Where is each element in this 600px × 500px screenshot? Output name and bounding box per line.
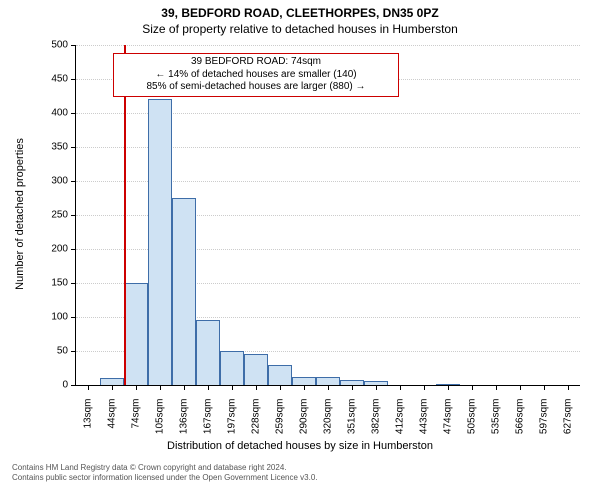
y-tick-label: 500 <box>38 40 68 51</box>
y-tick <box>71 249 76 250</box>
y-tick <box>71 79 76 80</box>
histogram-bar <box>268 365 292 385</box>
annotation-line: ← 14% of detached houses are smaller (14… <box>118 69 394 82</box>
y-tick-label: 0 <box>38 380 68 391</box>
footer-attribution: Contains HM Land Registry data © Crown c… <box>12 463 318 482</box>
y-tick <box>71 317 76 318</box>
histogram-bar <box>148 99 172 385</box>
y-tick <box>71 283 76 284</box>
y-tick-label: 250 <box>38 210 68 221</box>
histogram-bar <box>220 351 244 385</box>
y-tick-label: 200 <box>38 244 68 255</box>
x-tick <box>304 385 305 390</box>
x-tick <box>472 385 473 390</box>
x-tick <box>88 385 89 390</box>
y-tick-label: 350 <box>38 142 68 153</box>
x-tick <box>208 385 209 390</box>
x-tick <box>256 385 257 390</box>
x-tick <box>448 385 449 390</box>
x-tick <box>232 385 233 390</box>
histogram-bar <box>316 377 340 385</box>
x-axis-title: Distribution of detached houses by size … <box>0 440 600 452</box>
y-tick-label: 100 <box>38 312 68 323</box>
footer-line: Contains public sector information licen… <box>12 473 318 483</box>
x-tick <box>568 385 569 390</box>
y-axis-title: Number of detached properties <box>14 44 26 384</box>
annotation-line: 39 BEDFORD ROAD: 74sqm <box>118 56 394 69</box>
y-tick <box>71 215 76 216</box>
histogram-bar <box>124 283 148 385</box>
histogram-bar <box>196 320 220 385</box>
x-tick <box>520 385 521 390</box>
histogram-bar <box>100 378 124 385</box>
y-tick <box>71 45 76 46</box>
x-tick <box>544 385 545 390</box>
y-tick <box>71 181 76 182</box>
annotation-line: 85% of semi-detached houses are larger (… <box>118 81 394 94</box>
y-tick-label: 450 <box>38 74 68 85</box>
x-tick <box>280 385 281 390</box>
y-tick <box>71 351 76 352</box>
y-tick-label: 50 <box>38 346 68 357</box>
y-tick <box>71 113 76 114</box>
x-tick <box>352 385 353 390</box>
x-tick <box>400 385 401 390</box>
marker-annotation-box: 39 BEDFORD ROAD: 74sqm← 14% of detached … <box>113 53 399 97</box>
x-tick <box>136 385 137 390</box>
y-tick-label: 150 <box>38 278 68 289</box>
y-tick <box>71 147 76 148</box>
y-tick <box>71 385 76 386</box>
x-tick <box>184 385 185 390</box>
histogram-bar <box>244 354 268 385</box>
x-tick <box>496 385 497 390</box>
x-tick <box>160 385 161 390</box>
histogram-bar <box>172 198 196 385</box>
chart-title-line1: 39, BEDFORD ROAD, CLEETHORPES, DN35 0PZ <box>0 6 600 20</box>
x-tick <box>328 385 329 390</box>
x-tick <box>376 385 377 390</box>
x-tick <box>112 385 113 390</box>
histogram-bar <box>292 377 316 385</box>
footer-line: Contains HM Land Registry data © Crown c… <box>12 463 318 473</box>
y-tick-label: 400 <box>38 108 68 119</box>
chart-title-line2: Size of property relative to detached ho… <box>0 22 600 36</box>
gridline <box>76 45 580 46</box>
y-tick-label: 300 <box>38 176 68 187</box>
x-tick <box>424 385 425 390</box>
